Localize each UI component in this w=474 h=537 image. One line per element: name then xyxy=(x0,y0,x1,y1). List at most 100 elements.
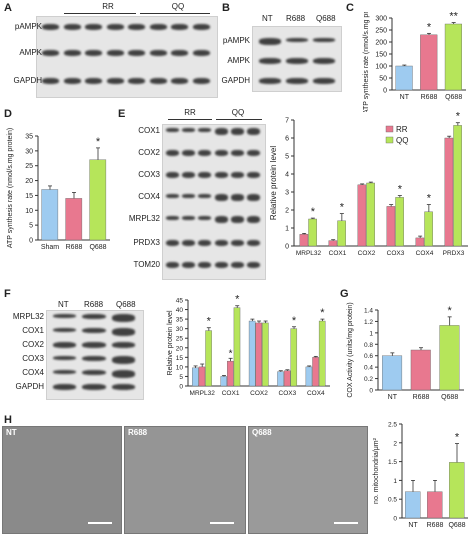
panel-b-label: B xyxy=(222,2,230,14)
blot-band xyxy=(52,384,77,390)
panel-e-label: E xyxy=(118,108,126,120)
x-tick-label: COX4 xyxy=(416,250,434,257)
blot-band xyxy=(111,342,136,348)
x-tick-label: R688 xyxy=(413,394,430,401)
blot-band xyxy=(230,262,245,268)
x-tick-label: Q688 xyxy=(89,244,106,251)
y-tick-label: 5 xyxy=(285,154,289,161)
y-tick-label: 7 xyxy=(285,118,289,125)
blot-band xyxy=(230,216,245,223)
y-tick-label: 20 xyxy=(25,178,33,185)
blot-band xyxy=(111,328,136,336)
blot-band xyxy=(165,194,179,198)
y-tick-label: 0 xyxy=(369,388,373,395)
blot-band xyxy=(258,38,281,45)
x-tick-label: COX4 xyxy=(307,390,325,397)
blot-band xyxy=(106,50,124,56)
x-tick-label: Q688 xyxy=(445,94,462,101)
blot-row-label: COX2 xyxy=(22,340,44,349)
significance-star: * xyxy=(455,432,460,444)
bar xyxy=(449,462,465,519)
y-tick-label: 50 xyxy=(379,76,387,83)
blot-band xyxy=(198,128,212,132)
blot-band xyxy=(63,50,81,56)
y-tick-label: 3 xyxy=(285,190,289,197)
group-qq-label: QQ xyxy=(231,108,245,117)
bar xyxy=(410,349,431,391)
bar xyxy=(366,182,375,247)
y-axis-label: Relative protein level xyxy=(167,310,174,375)
blot-band xyxy=(198,216,212,220)
bar xyxy=(328,240,338,247)
bar xyxy=(420,34,438,91)
bar xyxy=(65,198,83,241)
blot-band xyxy=(149,78,167,84)
y-tick-label: 1.2 xyxy=(364,319,373,326)
blot-a-row-label: pAMPK xyxy=(14,22,42,31)
blot-band xyxy=(42,78,60,84)
blot-row-label: COX2 xyxy=(138,148,160,157)
blot-band xyxy=(128,78,146,84)
blot-band xyxy=(198,172,212,178)
blot-row-label: COX4 xyxy=(22,368,44,377)
blot-band xyxy=(165,150,179,156)
x-tick-label: COX2 xyxy=(250,390,268,397)
blot-band xyxy=(198,150,212,156)
y-tick-label: 25 xyxy=(25,163,33,170)
y-tick-label: 2 xyxy=(285,208,289,215)
panel-f-label: F xyxy=(4,288,11,300)
y-tick-label: 35 xyxy=(25,134,33,141)
blot-band xyxy=(230,128,245,135)
y-tick-label: 30 xyxy=(176,326,184,333)
lane-label: Q688 xyxy=(116,300,136,309)
group-rr-line xyxy=(168,119,212,120)
y-tick-label: 0 xyxy=(29,238,33,245)
legend-swatch xyxy=(385,125,394,133)
blot-band xyxy=(247,172,261,178)
blot-a-row-label: AMPK xyxy=(19,48,42,57)
bar xyxy=(395,197,404,247)
bar xyxy=(308,218,317,247)
bar xyxy=(415,237,425,247)
x-tick-label: R688 xyxy=(421,94,438,101)
blot-band xyxy=(313,58,336,64)
bar xyxy=(255,322,263,387)
em-image-label: R688 xyxy=(128,428,148,437)
panel-a-label: A xyxy=(4,2,12,14)
blot-band xyxy=(198,240,212,246)
blot-row-label: COX3 xyxy=(138,170,160,179)
lane-label: NT xyxy=(58,300,69,309)
blot-band xyxy=(52,342,77,348)
y-tick-label: 10 xyxy=(176,364,184,371)
y-tick-label: 25 xyxy=(176,336,184,343)
blot-band xyxy=(313,78,336,84)
blot-band xyxy=(214,262,228,268)
x-tick-label: COX1 xyxy=(222,390,240,397)
em-image-label: NT xyxy=(6,428,17,437)
bar xyxy=(41,189,59,241)
y-tick-label: 10 xyxy=(25,208,33,215)
blot-row-label: COX3 xyxy=(22,354,44,363)
y-tick-label: 15 xyxy=(25,193,33,200)
blot-band xyxy=(181,128,196,132)
bar xyxy=(305,366,313,387)
bar xyxy=(233,307,241,387)
bar xyxy=(453,125,462,247)
blot-band xyxy=(63,24,81,30)
group-qq-line xyxy=(216,119,262,120)
bar xyxy=(248,320,256,387)
blot-band xyxy=(214,216,228,223)
y-tick-label: 250 xyxy=(375,28,387,35)
lane-label: Q688 xyxy=(316,14,336,23)
em-image-nt xyxy=(2,426,122,534)
y-tick-label: 0 xyxy=(179,384,183,391)
blot-band xyxy=(247,194,261,201)
blot-band xyxy=(214,150,228,156)
blot-a-row-label: GAPDH xyxy=(13,76,42,85)
y-tick-label: 30 xyxy=(25,148,33,155)
blot-band xyxy=(313,38,336,42)
scale-bar xyxy=(334,522,358,524)
blot-band xyxy=(286,58,308,64)
blot-band xyxy=(247,128,261,135)
x-tick-label: R688 xyxy=(66,244,83,251)
